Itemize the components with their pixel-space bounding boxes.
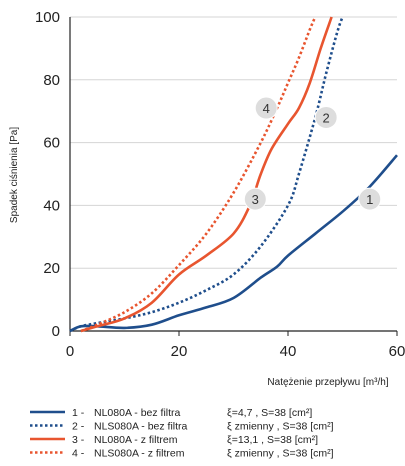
legend-series-param: ξ=4,7 , S=38 [cm²] xyxy=(227,407,312,419)
y-tick-label: 60 xyxy=(43,135,60,152)
grid xyxy=(70,16,397,332)
series-line-3 xyxy=(80,16,333,333)
x-axis-title: Natężenie przepływu [m³/h] xyxy=(267,377,388,388)
axes: 0 20 40 60 80 100 0 20 40 60 xyxy=(35,9,405,360)
series-marker-label: 1 xyxy=(366,192,373,207)
series-line-4 xyxy=(80,16,317,333)
legend-series-param: ξ zmienny , S=38 [cm²] xyxy=(227,421,334,433)
series-marker-4 xyxy=(254,96,278,120)
series-marker-3 xyxy=(243,187,267,211)
x-tick-label: 0 xyxy=(66,343,74,360)
series-markers: 1 2 3 4 xyxy=(243,96,382,211)
x-tick-label: 60 xyxy=(389,343,405,360)
legend-number: 1 - xyxy=(72,407,85,419)
legend-number: 4 - xyxy=(72,448,85,460)
y-tick-label: 0 xyxy=(52,323,60,340)
legend-number: 3 - xyxy=(72,434,85,446)
series-lines xyxy=(69,16,398,333)
y-tick-label: 40 xyxy=(43,197,60,214)
legend-series-name: NLS080A - bez filtra xyxy=(94,421,188,433)
y-tick-label: 80 xyxy=(43,72,60,89)
x-tick-label: 20 xyxy=(171,343,188,360)
series-marker-1 xyxy=(358,187,382,211)
legend-series-param: ξ zmienny , S=38 [cm²] xyxy=(227,448,334,460)
legend-number: 2 - xyxy=(72,421,85,433)
legend: 1 - NL080A - bez filtra ξ=4,7 , S=38 [cm²]… xyxy=(30,407,334,460)
legend-series-name: NLS080A - z filtrem xyxy=(94,448,185,460)
legend-series-name: NL080A - z filtrem xyxy=(94,434,178,446)
y-tick-label: 20 xyxy=(43,260,60,277)
series-marker-label: 3 xyxy=(252,192,259,207)
y-tick-label: 100 xyxy=(35,9,60,26)
x-tick-label: 40 xyxy=(280,343,297,360)
y-axis-title: Spadek ciśnienia [Pa] xyxy=(9,127,20,223)
series-marker-label: 4 xyxy=(263,101,270,116)
legend-series-param: ξ=13,1 , S=38 [cm²] xyxy=(227,434,318,446)
series-line-2 xyxy=(69,16,344,333)
legend-series-name: NL080A - bez filtra xyxy=(94,407,181,419)
series-marker-label: 2 xyxy=(323,110,330,125)
series-marker-2 xyxy=(314,105,338,129)
series-line-1 xyxy=(69,154,398,333)
